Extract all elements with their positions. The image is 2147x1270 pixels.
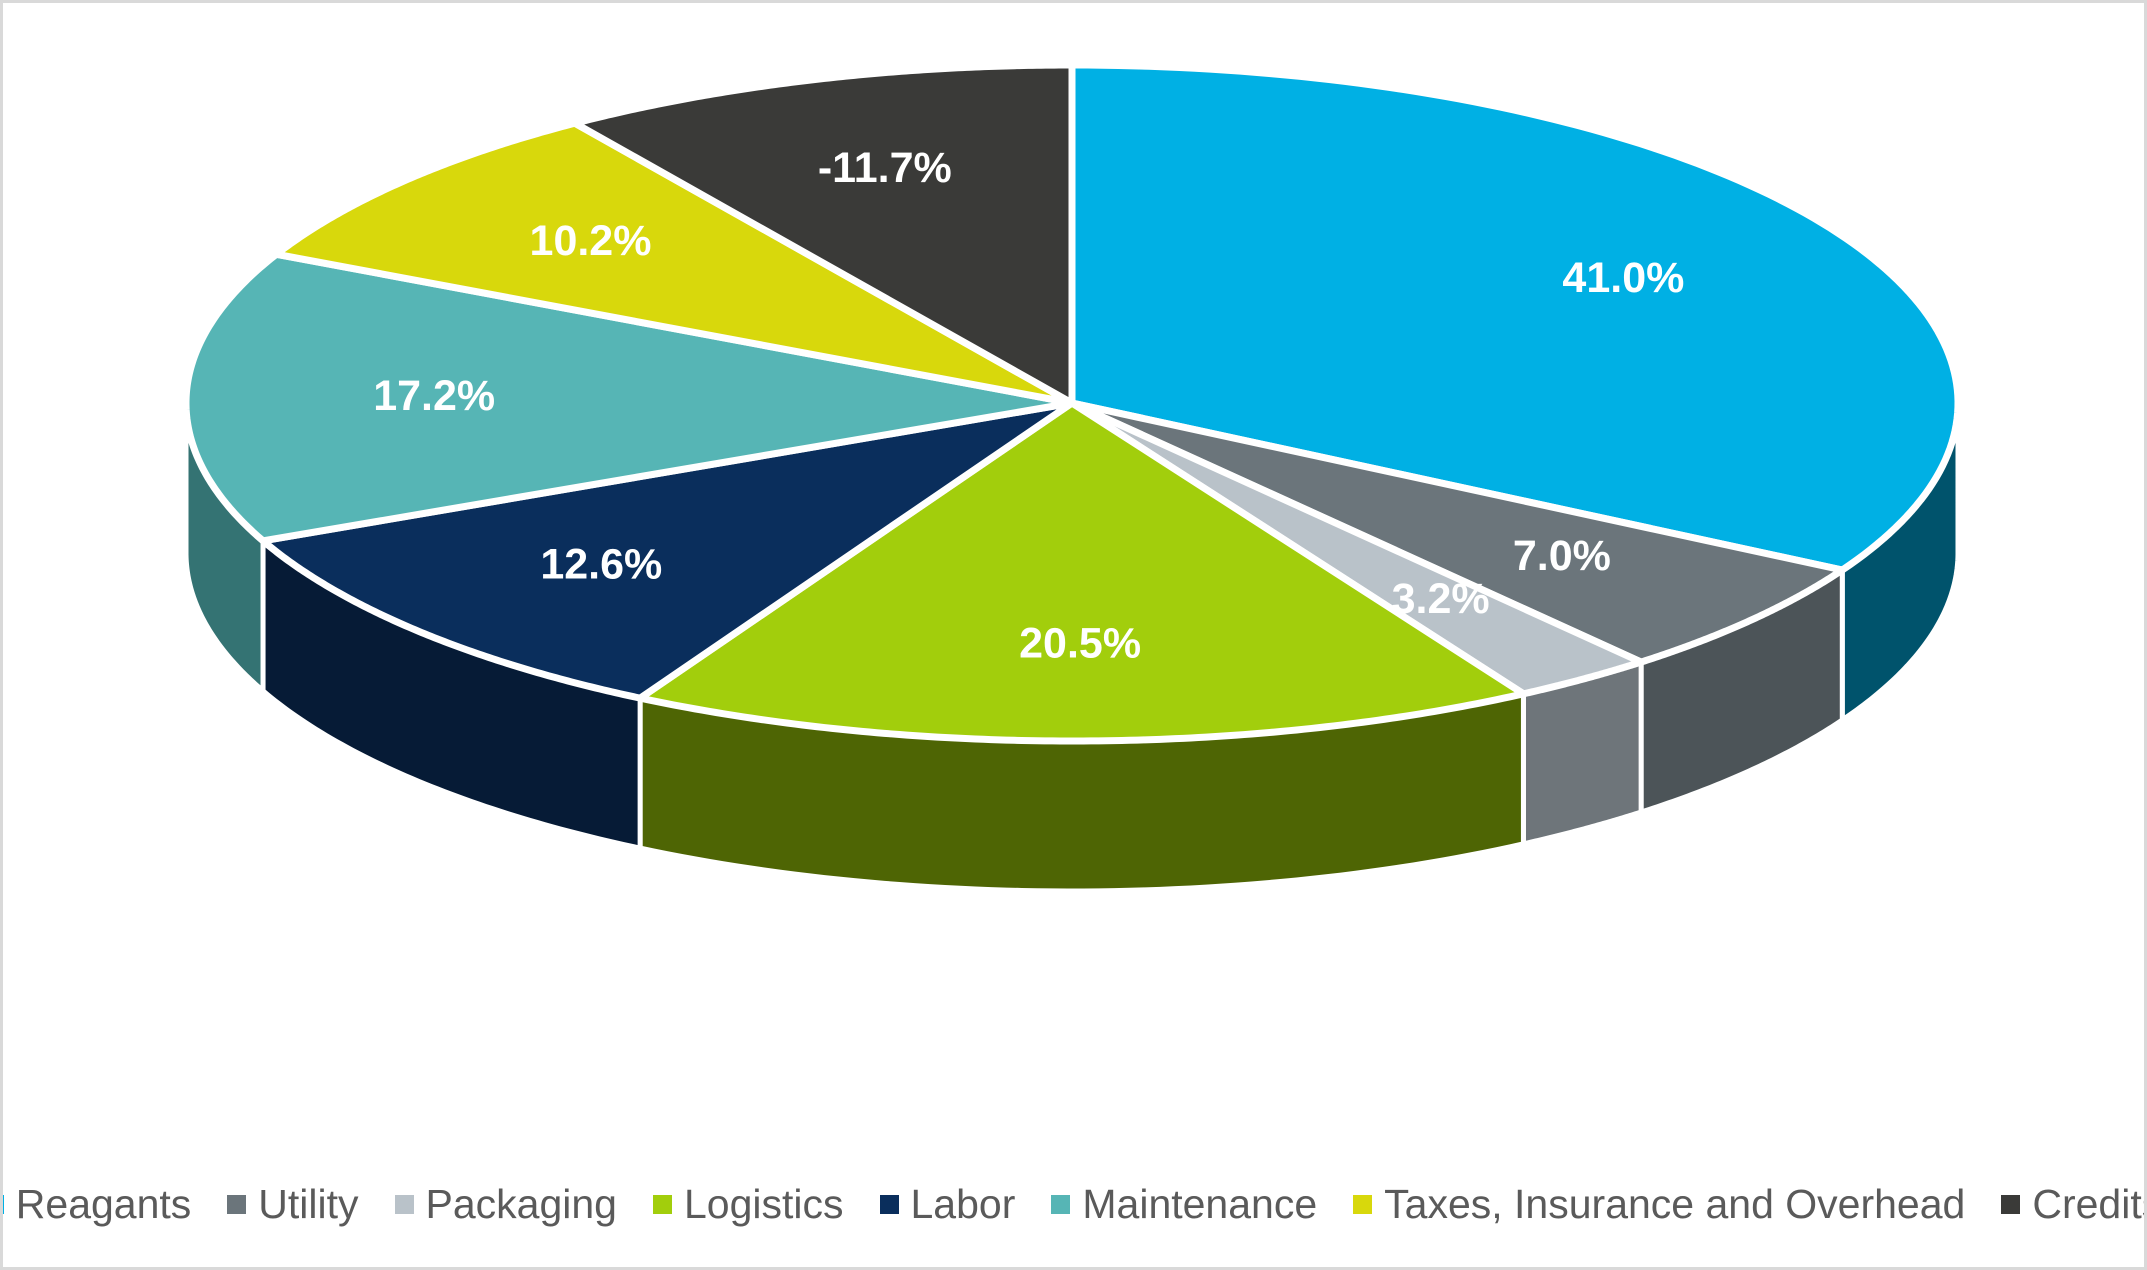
pie-slice-maintenance[interactable] — [182, 250, 1076, 545]
legend-item[interactable]: Packaging — [394, 1181, 617, 1227]
legend-item[interactable]: Taxes, Insurance and Overhead — [1353, 1184, 1965, 1225]
pie-slice-label: 17.2% — [373, 372, 495, 420]
legend-swatch-icon — [394, 1195, 414, 1214]
legend-label: Labor — [910, 1181, 1016, 1227]
pie-slice-label: 10.2% — [530, 217, 652, 265]
legend-swatch-icon — [3, 1195, 4, 1214]
pie-slice-label: 3.2% — [1392, 575, 1490, 623]
legend-label: Maintenance — [1082, 1181, 1318, 1227]
pie-slice-labor[interactable] — [259, 399, 1076, 702]
pie-slice-logistics[interactable] — [636, 399, 1527, 745]
legend-label: Logistics — [683, 1181, 844, 1227]
legend-swatch-icon — [227, 1195, 247, 1214]
pie-chart-3d[interactable]: 41.0% 7.0% 3.2% 20.5% 12.6% 17.2% 10.2% -11.7% — [3, 3, 2147, 1270]
legend-label: Utility — [258, 1181, 359, 1227]
pie-slice-packaging[interactable] — [1068, 399, 1645, 698]
pie-slice-label: -11.7% — [818, 144, 952, 192]
legend-item[interactable]: Labor — [879, 1181, 1016, 1227]
legend-swatch-icon — [652, 1195, 672, 1214]
legend-label: Taxes, Insurance and Overhead — [1384, 1181, 1966, 1227]
legend-item[interactable]: Credits — [2001, 1181, 2144, 1227]
legend-swatch-icon — [879, 1195, 899, 1214]
pie-slice-utility[interactable] — [1068, 399, 1846, 666]
pie-slice-label: 7.0% — [1513, 532, 1611, 580]
legend-swatch-icon — [1353, 1195, 1373, 1214]
legend-swatch-icon — [1051, 1195, 1071, 1214]
legend-item[interactable]: Reagants — [3, 1181, 192, 1227]
chart-legend[interactable]: Reagants Utility Packaging Logistics Labor Ma… — [3, 1184, 2144, 1225]
legend-label: Reagants — [15, 1181, 192, 1227]
pie-slice-reagants[interactable] — [1068, 61, 1962, 574]
pie-top-faces[interactable] — [182, 61, 1962, 745]
legend-label: Packaging — [425, 1181, 617, 1227]
pie-slice-label: 20.5% — [1019, 620, 1141, 668]
pie-slice-credits[interactable] — [571, 61, 1076, 407]
legend-label: Credits — [2032, 1181, 2144, 1227]
legend-item[interactable]: Utility — [227, 1181, 359, 1227]
pie-slice-label: 12.6% — [540, 541, 662, 589]
legend-swatch-icon — [2001, 1195, 2021, 1214]
legend-item[interactable]: Logistics — [652, 1181, 844, 1227]
legend-item[interactable]: Maintenance — [1051, 1184, 1317, 1225]
pie-slice-taxes-insurance-and-overhead[interactable] — [272, 119, 1076, 407]
pie-slice-label: 41.0% — [1562, 254, 1684, 302]
pie-data-labels: 41.0% 7.0% 3.2% 20.5% 12.6% 17.2% 10.2% -11.7% — [373, 144, 1684, 668]
